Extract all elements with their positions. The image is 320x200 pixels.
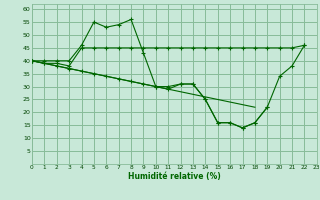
X-axis label: Humidité relative (%): Humidité relative (%) — [128, 172, 221, 181]
